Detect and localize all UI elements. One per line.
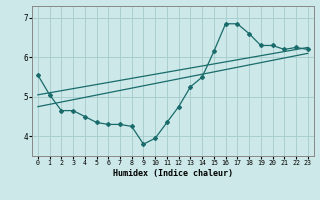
X-axis label: Humidex (Indice chaleur): Humidex (Indice chaleur) (113, 169, 233, 178)
